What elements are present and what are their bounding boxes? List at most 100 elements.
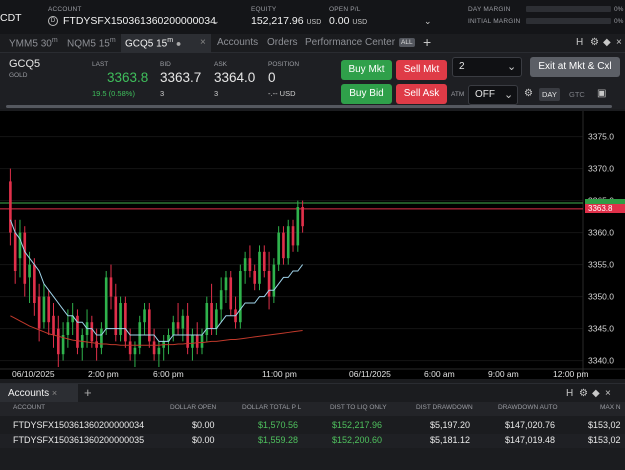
price-chart[interactable]: 3375.03370.03365.03360.03355.03350.03345… xyxy=(0,111,625,379)
dollar-open-cell: $0.00 xyxy=(192,420,215,430)
candle-body xyxy=(42,296,46,323)
time-axis-label: 2:00 pm xyxy=(88,369,119,379)
horizontal-scrollbar[interactable] xyxy=(6,105,612,108)
tab-ymm5[interactable]: YMM5 30m xyxy=(9,37,58,50)
candle-body xyxy=(286,226,290,259)
ask-price: 3364.0 xyxy=(214,70,256,85)
column-header-drawdown-auto[interactable]: DRAWDOWN AUTO xyxy=(498,404,558,411)
tab-gcq5[interactable]: GCQ5 15m ● xyxy=(121,34,211,53)
last-change: 19.5 (0.58%) xyxy=(92,89,135,98)
chevron-down-icon[interactable]: ⌄ xyxy=(424,16,432,26)
candle-body xyxy=(205,303,209,335)
chevron-down-icon[interactable]: ⌄ xyxy=(504,89,514,101)
candle-body xyxy=(258,251,261,284)
tab-nqm5[interactable]: NQM5 15m xyxy=(67,37,116,50)
candle-body xyxy=(272,264,276,297)
candle-body xyxy=(47,296,51,323)
account-label: ACCOUNT xyxy=(48,6,82,13)
pin-icon[interactable]: ◆ xyxy=(592,388,600,399)
candle-body xyxy=(215,309,218,329)
layout-icon[interactable]: ▣ xyxy=(597,88,607,99)
day-margin-bar xyxy=(526,6,611,12)
unsaved-dot-icon: ● xyxy=(175,38,182,49)
candle-body xyxy=(114,296,118,335)
close-icon[interactable]: × xyxy=(616,37,622,48)
moving-average-fast xyxy=(9,219,304,342)
candle-body xyxy=(171,322,175,335)
candle-body xyxy=(282,232,285,259)
time-axis-label: 9:00 am xyxy=(488,369,519,379)
candlestick-chart[interactable]: 3375.03370.03365.03360.03355.03350.03345… xyxy=(0,111,625,379)
accounts-tab[interactable]: Accounts × xyxy=(0,384,78,404)
candle-body xyxy=(66,322,70,335)
candle-body xyxy=(9,181,12,233)
column-header-dist-to-liq[interactable]: DIST TO LIQ ONLY xyxy=(330,404,387,411)
initial-margin-bar xyxy=(526,18,611,24)
add-tab-icon[interactable]: + xyxy=(423,34,432,50)
buy-mkt-button[interactable]: Buy Mkt xyxy=(341,60,392,80)
candle-body xyxy=(239,271,242,323)
candle-body xyxy=(296,207,300,246)
chevron-down-icon[interactable]: ⌄ xyxy=(212,16,220,26)
time-axis-label: 11:00 pm xyxy=(262,369,297,379)
table-row[interactable] xyxy=(0,434,625,448)
candle-body xyxy=(243,258,247,271)
pin-icon[interactable]: ◆ xyxy=(603,37,611,48)
time-axis-label: 12:00 pm xyxy=(553,369,588,379)
last-price: 3363.8 xyxy=(107,70,149,85)
account-type-icon: D xyxy=(48,16,58,26)
candle-body xyxy=(291,226,295,246)
column-header-account[interactable]: ACCOUNT xyxy=(13,404,46,411)
all-badge[interactable]: ALL xyxy=(399,38,415,47)
dist-drawdown-cell: $5,197.20 xyxy=(430,420,471,430)
candle-body xyxy=(181,315,185,329)
gear-icon[interactable]: ⚙ xyxy=(524,88,533,99)
exit-at-mkt-cxl-button[interactable]: Exit at Mkt & Cxl xyxy=(530,57,620,77)
candle-body xyxy=(224,277,228,291)
table-row[interactable] xyxy=(0,419,625,433)
total-pl-cell: $1,570.56 xyxy=(258,420,299,430)
tif-day-toggle[interactable]: DAY xyxy=(539,88,560,101)
gear-icon[interactable]: ⚙ xyxy=(590,37,599,48)
sell-ask-button[interactable]: Sell Ask xyxy=(396,84,447,104)
account-selector[interactable]: FTDYSFX150361360200000034 xyxy=(63,15,216,27)
column-header-dollar-open[interactable]: DOLLAR OPEN xyxy=(170,404,217,411)
help-h-icon[interactable]: H xyxy=(576,37,584,48)
chevron-down-icon[interactable]: ⌄ xyxy=(507,61,517,73)
candle-body xyxy=(76,315,79,348)
close-icon[interactable]: × xyxy=(51,388,58,398)
candle-body xyxy=(248,258,252,271)
price-axis-label: 3355.0 xyxy=(588,260,614,270)
close-tab-icon[interactable]: × xyxy=(200,37,206,48)
tab-orders[interactable]: Orders xyxy=(267,37,298,48)
sell-mkt-button[interactable]: Sell Mkt xyxy=(396,60,447,80)
tab-accounts[interactable]: Accounts xyxy=(217,37,259,48)
column-header-max[interactable]: MAX N xyxy=(600,404,621,411)
day-margin-label: DAY MARGIN xyxy=(468,6,511,13)
max-cell: $153,02 xyxy=(588,435,621,445)
candle-body xyxy=(52,315,55,335)
add-tab-icon[interactable]: + xyxy=(84,385,92,400)
candle-body xyxy=(33,264,36,303)
candle-body xyxy=(262,251,266,271)
tif-gtc-toggle[interactable]: GTC xyxy=(569,90,585,99)
candle-body xyxy=(219,290,223,310)
bid-line-tag xyxy=(585,199,625,208)
initial-margin-label: INITIAL MARGIN xyxy=(468,18,521,25)
close-icon[interactable]: × xyxy=(605,388,611,399)
candle-body xyxy=(200,335,204,348)
candle-body xyxy=(195,335,199,348)
quantity-input[interactable]: 2 xyxy=(452,57,522,77)
candle-body xyxy=(109,277,113,297)
max-cell: $153,02 xyxy=(588,420,621,430)
column-header-dollar-total-pl[interactable]: DOLLAR TOTAL P L xyxy=(242,404,302,411)
candle-body xyxy=(124,303,127,342)
atm-select[interactable]: OFF xyxy=(468,85,518,105)
candle-body xyxy=(301,207,304,227)
help-h-icon[interactable]: H xyxy=(566,388,574,399)
column-header-dist-drawdown[interactable]: DIST DRAWDOWN xyxy=(416,404,473,411)
buy-bid-button[interactable]: Buy Bid xyxy=(341,84,392,104)
tab-performance-center[interactable]: Performance Center xyxy=(305,37,396,48)
candle-body xyxy=(28,264,31,278)
gear-icon[interactable]: ⚙ xyxy=(579,388,588,399)
